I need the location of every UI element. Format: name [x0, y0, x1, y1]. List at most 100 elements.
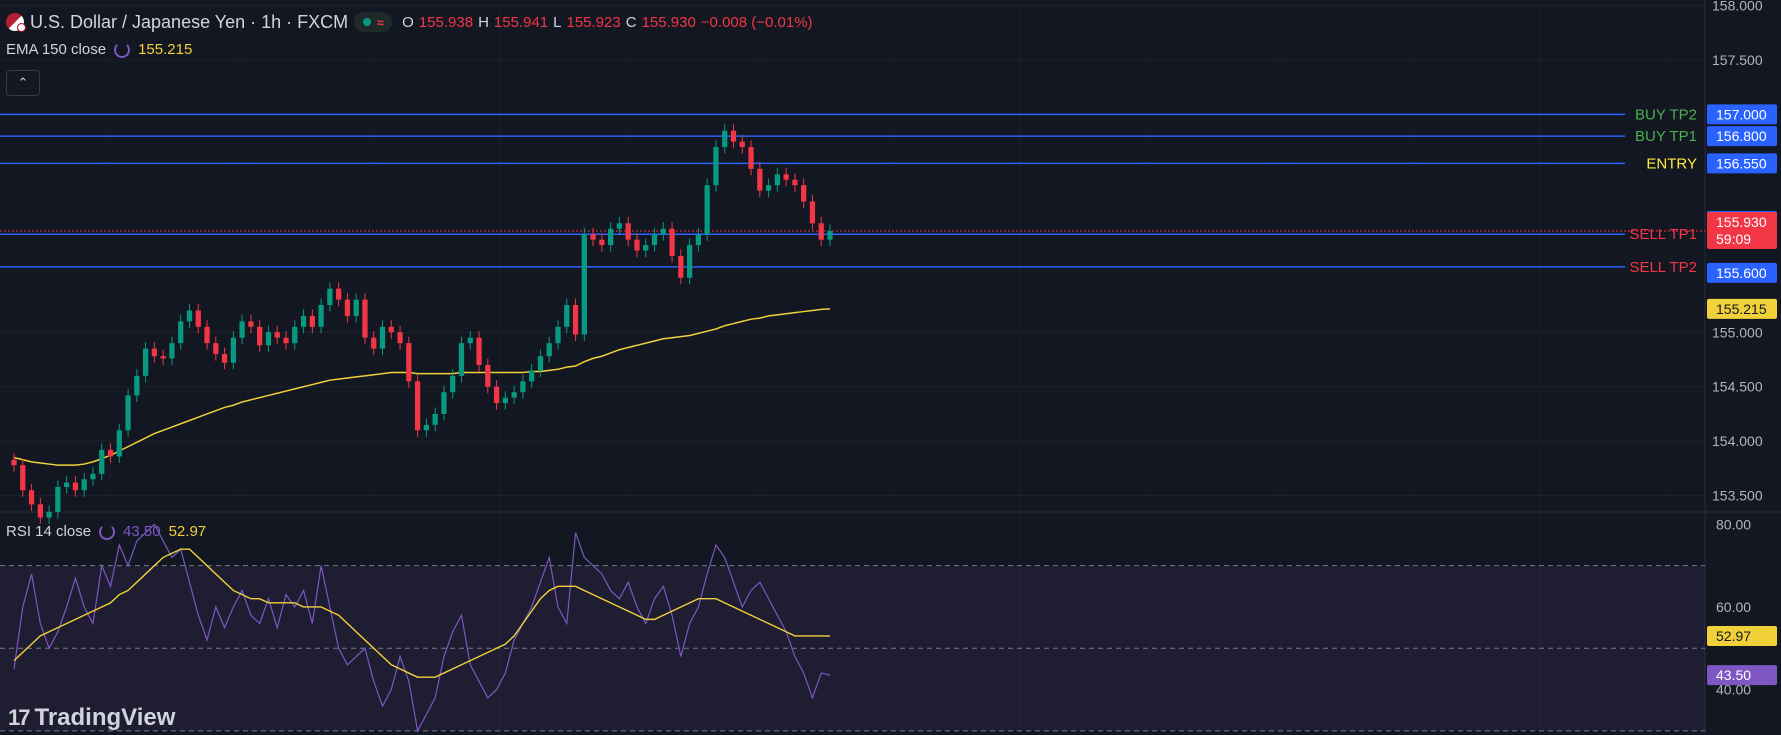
- candle: [423, 418, 430, 437]
- candle: [511, 385, 517, 405]
- candle-body: [458, 343, 465, 376]
- ema-tag-text: 155.215: [1716, 301, 1767, 317]
- candle-body: [283, 337, 289, 344]
- candle-body: [809, 201, 816, 224]
- candle: [757, 162, 763, 198]
- market-status[interactable]: ≈: [354, 12, 393, 32]
- ema-series: [13, 308, 831, 466]
- refresh-icon[interactable]: [99, 523, 116, 540]
- candle-body: [748, 147, 754, 169]
- candle: [28, 483, 35, 511]
- candle: [818, 216, 824, 247]
- tradingview-logo[interactable]: 17 TradingView: [8, 704, 175, 732]
- candle-body: [757, 168, 763, 191]
- candle-body: [581, 234, 587, 335]
- candle: [99, 443, 105, 481]
- candle: [555, 320, 561, 350]
- candle: [318, 298, 324, 334]
- candle-body: [362, 299, 368, 338]
- us-japan-flag-icon: [6, 13, 26, 32]
- candle-body: [160, 356, 166, 359]
- candle: [274, 325, 280, 345]
- rsi-label[interactable]: RSI 14 close: [6, 523, 92, 540]
- candle: [336, 282, 342, 307]
- candle-body: [274, 332, 280, 338]
- candle-body: [371, 337, 377, 349]
- ema-legend[interactable]: EMA 150 close 155.215: [6, 41, 192, 58]
- price-tick-label: 153.500: [1712, 488, 1763, 504]
- candle-body: [11, 459, 17, 466]
- candles: [11, 124, 833, 524]
- candle: [64, 476, 70, 494]
- ema-label[interactable]: EMA 150 close: [6, 41, 107, 58]
- ema-value: 155.215: [138, 41, 193, 58]
- candle-body: [186, 310, 193, 322]
- candle-body: [20, 465, 26, 491]
- level-tag-text: 157.000: [1716, 106, 1767, 122]
- rsi-tick-label: 60.00: [1716, 599, 1751, 615]
- candle: [485, 358, 491, 394]
- symbol-header[interactable]: U.S. Dollar / Japanese Yen · 1h · FXCM ≈…: [6, 10, 813, 34]
- candle-body: [134, 375, 140, 396]
- candle: [608, 222, 614, 252]
- collapse-legend-button[interactable]: ⌃: [6, 70, 40, 96]
- candle: [774, 167, 780, 192]
- candle-body: [336, 288, 342, 300]
- candle: [46, 505, 52, 524]
- candle-body: [660, 228, 666, 235]
- candle-body: [318, 305, 324, 327]
- price-tick-label: 157.500: [1712, 52, 1763, 68]
- rsi-tag-text: 43.50: [1716, 667, 1751, 683]
- candle: [572, 298, 579, 341]
- candle-body: [555, 326, 561, 344]
- candle: [616, 216, 623, 236]
- candle: [651, 227, 658, 252]
- price-axis[interactable]: 158.000 157.500 155.000 154.500 154.000 153.5…: [1712, 0, 1763, 698]
- candle-body: [625, 223, 631, 240]
- rsi-legend[interactable]: RSI 14 close 43.50 52.97: [6, 523, 206, 540]
- candle: [397, 325, 403, 350]
- candle: [55, 480, 61, 519]
- price-tick-label: 158.000: [1712, 0, 1763, 13]
- ohlc-values: O 155.938 H 155.941 L 155.923 C 155.930 −0.0…: [402, 13, 813, 31]
- candle: [257, 320, 263, 352]
- candle: [379, 320, 386, 356]
- candle-body: [441, 392, 447, 414]
- candle-body: [827, 230, 833, 240]
- candle: [678, 249, 684, 285]
- candle: [37, 497, 43, 524]
- candle: [581, 227, 587, 341]
- ema-tag: [1707, 298, 1777, 319]
- brand-name: TradingView: [34, 704, 176, 731]
- symbol-title[interactable]: U.S. Dollar / Japanese Yen · 1h · FXCM: [30, 11, 349, 32]
- candle-body: [46, 512, 52, 518]
- candle: [625, 216, 631, 247]
- candle: [660, 222, 666, 241]
- candle-body: [90, 473, 96, 480]
- candle-body: [599, 239, 605, 246]
- candle: [765, 178, 772, 198]
- candle-body: [546, 343, 552, 357]
- level-tag: [1707, 262, 1777, 283]
- candle-body: [213, 343, 219, 355]
- candle: [695, 227, 702, 252]
- candle: [801, 178, 807, 209]
- candle-body: [608, 228, 614, 246]
- refresh-icon[interactable]: [114, 41, 131, 58]
- candle-body: [178, 321, 184, 344]
- candle: [669, 222, 675, 263]
- candle-body: [64, 482, 70, 487]
- candle-body: [669, 228, 675, 256]
- candle-body: [774, 174, 780, 186]
- candle: [142, 342, 149, 383]
- candle-body: [116, 430, 122, 457]
- candle: [371, 331, 377, 356]
- candle-body: [651, 234, 658, 246]
- price-tick-label: 154.000: [1712, 433, 1763, 449]
- candle-body: [616, 223, 623, 229]
- level-label: ENTRY: [1646, 155, 1697, 172]
- level-tag-text: 155.600: [1716, 265, 1767, 281]
- candle-body: [476, 337, 482, 365]
- candle-body: [379, 326, 386, 349]
